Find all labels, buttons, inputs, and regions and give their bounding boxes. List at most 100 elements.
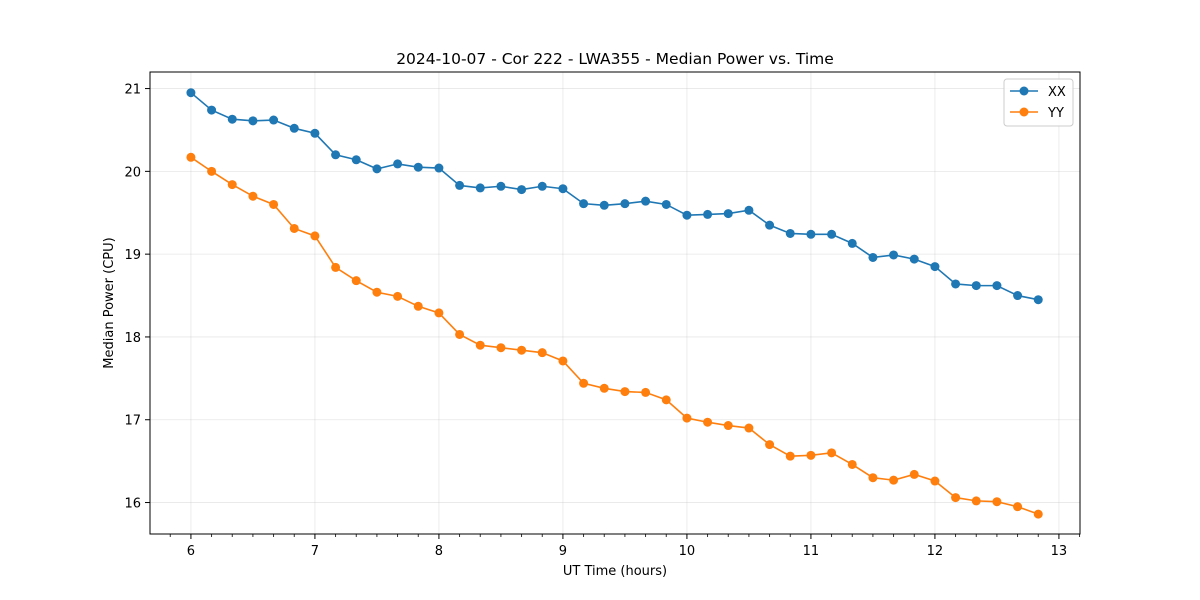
legend-marker-xx — [1019, 86, 1029, 96]
data-point-yy — [227, 180, 237, 190]
data-point-xx — [434, 163, 444, 173]
data-point-xx — [641, 196, 651, 206]
data-point-xx — [289, 123, 299, 133]
legend: XX YY — [1003, 78, 1074, 127]
data-point-xx — [682, 210, 692, 220]
data-point-xx — [496, 181, 506, 191]
data-point-yy — [393, 291, 403, 301]
data-point-xx — [537, 181, 547, 191]
data-point-yy — [951, 493, 961, 503]
chart-title: 2024-10-07 - Cor 222 - LWA355 - Median P… — [396, 50, 834, 68]
data-point-xx — [269, 115, 279, 125]
data-point-xx — [331, 150, 341, 160]
data-point-xx — [372, 164, 382, 174]
data-point-yy — [1013, 502, 1023, 512]
data-point-yy — [599, 383, 609, 393]
y-axis-ticks: 16 17 18 19 20 21 — [124, 83, 150, 512]
y-tick-label: 21 — [124, 83, 141, 98]
x-tick-label: 11 — [803, 544, 820, 559]
x-tick-label: 7 — [311, 544, 319, 559]
data-point-yy — [868, 473, 878, 483]
x-axis-ticks: 6 7 8 9 10 11 12 13 — [169, 534, 1081, 559]
data-point-xx — [579, 199, 589, 209]
data-point-yy — [413, 301, 423, 311]
data-point-yy — [207, 166, 217, 176]
y-tick-label: 20 — [124, 165, 141, 180]
data-point-yy — [1033, 509, 1043, 519]
y-tick-label: 19 — [124, 248, 141, 263]
data-point-yy — [289, 223, 299, 233]
data-point-yy — [186, 152, 196, 162]
x-tick-label: 8 — [435, 544, 443, 559]
data-point-yy — [475, 340, 485, 350]
data-point-yy — [703, 417, 713, 427]
data-point-yy — [455, 329, 465, 339]
data-point-xx — [703, 209, 713, 219]
data-point-yy — [723, 421, 733, 431]
data-point-xx — [827, 229, 837, 239]
data-point-xx — [227, 114, 237, 124]
data-point-xx — [207, 105, 217, 115]
data-point-yy — [847, 459, 857, 469]
data-point-yy — [310, 231, 320, 241]
data-point-xx — [889, 250, 899, 260]
data-point-yy — [269, 199, 279, 209]
data-point-xx — [475, 183, 485, 193]
data-point-xx — [868, 252, 878, 262]
data-point-xx — [909, 254, 919, 264]
x-tick-label: 9 — [559, 544, 567, 559]
legend-label-xx: XX — [1048, 85, 1066, 100]
data-point-yy — [682, 413, 692, 423]
data-point-xx — [744, 205, 754, 215]
legend-label-yy: YY — [1047, 106, 1064, 121]
data-point-yy — [579, 378, 589, 388]
data-point-yy — [806, 450, 816, 460]
data-point-yy — [537, 348, 547, 358]
x-axis-label: UT Time (hours) — [563, 564, 667, 579]
data-point-yy — [496, 343, 506, 353]
data-point-xx — [517, 185, 527, 195]
data-point-xx — [806, 229, 816, 239]
data-point-yy — [889, 475, 899, 485]
data-point-xx — [930, 262, 940, 272]
x-tick-label: 12 — [927, 544, 944, 559]
data-point-yy — [517, 345, 527, 355]
plot-area-frame — [149, 71, 1081, 535]
y-tick-label: 18 — [124, 331, 141, 346]
legend-marker-yy — [1019, 107, 1029, 117]
data-point-xx — [765, 220, 775, 230]
x-tick-label: 10 — [679, 544, 696, 559]
data-point-xx — [248, 116, 258, 126]
data-point-xx — [455, 180, 465, 190]
y-axis-label: Median Power (CPU) — [102, 237, 117, 368]
data-point-xx — [599, 200, 609, 210]
data-point-yy — [434, 308, 444, 318]
data-point-xx — [558, 184, 568, 194]
series-layer — [186, 88, 1043, 519]
data-point-xx — [413, 162, 423, 172]
data-point-xx — [1013, 291, 1023, 301]
data-point-yy — [992, 497, 1002, 507]
x-tick-label: 13 — [1051, 544, 1068, 559]
data-point-xx — [847, 238, 857, 248]
data-point-yy — [248, 191, 258, 201]
data-point-xx — [785, 228, 795, 238]
data-point-yy — [930, 476, 940, 486]
data-point-yy — [641, 387, 651, 397]
data-point-yy — [765, 440, 775, 450]
data-point-yy — [558, 356, 568, 366]
data-point-xx — [971, 281, 981, 291]
data-point-yy — [785, 451, 795, 461]
data-point-xx — [186, 88, 196, 98]
data-point-yy — [971, 496, 981, 506]
y-tick-label: 16 — [124, 497, 141, 512]
data-point-xx — [951, 279, 961, 289]
data-point-xx — [393, 159, 403, 169]
data-point-xx — [992, 281, 1002, 291]
data-point-yy — [351, 276, 361, 286]
data-point-yy — [372, 287, 382, 297]
data-point-yy — [909, 469, 919, 479]
x-tick-label: 6 — [187, 544, 195, 559]
data-point-yy — [744, 423, 754, 433]
